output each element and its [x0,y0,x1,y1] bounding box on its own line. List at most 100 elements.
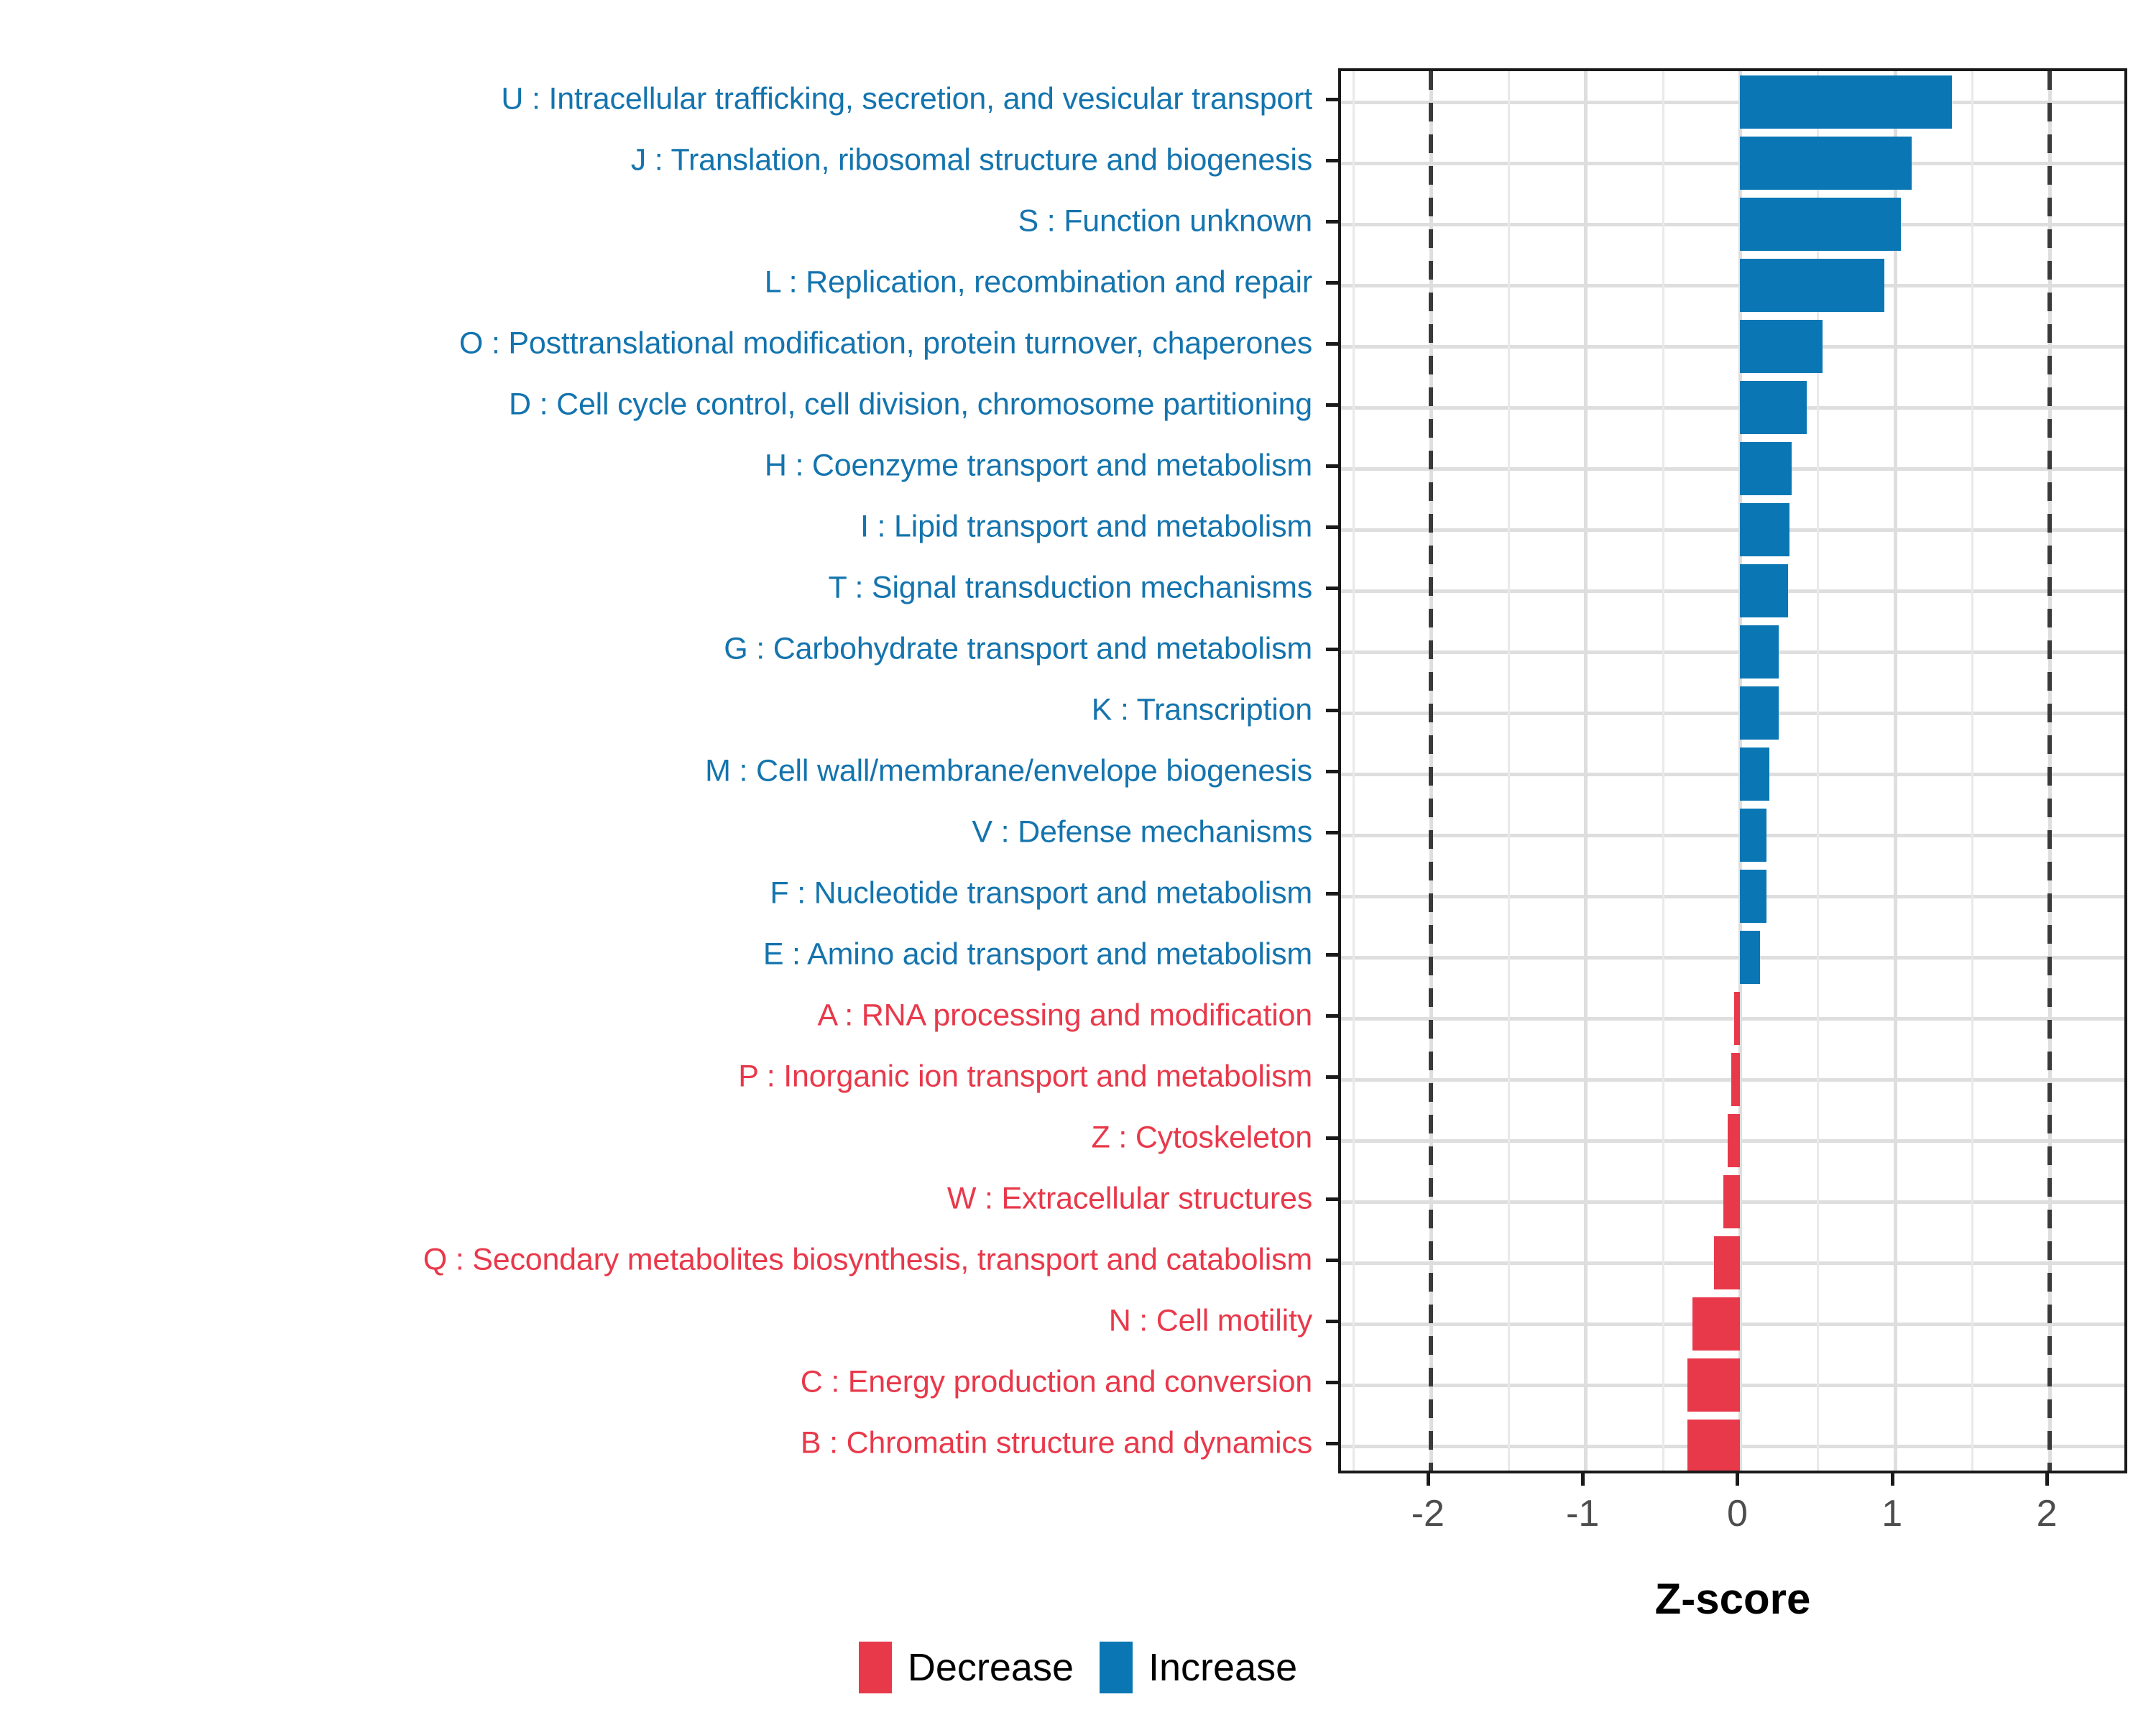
gridline-vertical-minor [1507,71,1510,1471]
gridline-horizontal [1341,466,2124,471]
y-axis-tick [1326,952,1338,957]
gridline-horizontal [1341,894,2124,898]
y-axis-label: P : Inorganic ion transport and metaboli… [738,1059,1312,1093]
legend-item-dec[interactable]: Decrease [858,1642,1074,1693]
x-axis-tick-label: -2 [1411,1493,1445,1535]
gridline-horizontal [1341,161,2124,165]
y-axis-label: H : Coenzyme transport and metabolism [764,448,1312,482]
x-axis-tick [1736,1473,1740,1486]
bar-increase [1740,319,1823,373]
gridline-horizontal [1341,344,2124,349]
y-axis-label: S : Function unknown [1018,203,1312,238]
bar-decrease [1733,991,1741,1045]
x-axis-tick [2045,1473,2050,1486]
x-axis-tick-label: 0 [1726,1493,1748,1535]
y-axis-tick [1326,219,1338,224]
y-axis-label: Q : Secondary metabolites biosynthesis, … [423,1242,1312,1276]
gridline-vertical-minor [1353,71,1355,1471]
y-axis-tick [1326,1197,1338,1201]
y-axis-tick [1326,830,1338,834]
y-axis-tick [1326,1441,1338,1445]
gridline-horizontal [1341,711,2124,715]
y-axis-tick [1326,280,1338,285]
gridline-horizontal [1341,1016,2124,1021]
y-axis-label: G : Carbohydrate transport and metabolis… [724,631,1312,666]
x-axis-title: Z-score [1654,1575,1811,1623]
y-axis-tick [1326,1319,1338,1323]
bar-decrease [1687,1358,1741,1412]
bar-increase [1740,686,1779,740]
x-axis-tick-label: 2 [2036,1493,2058,1535]
legend-item-inc[interactable]: Increase [1099,1642,1298,1693]
y-axis-category-labels: U : Intracellular trafficking, secretion… [0,68,1322,1473]
y-axis-label: E : Amino acid transport and metabolism [763,937,1312,971]
gridline-horizontal [1341,833,2124,837]
y-axis-tick [1326,708,1338,712]
y-axis-tick [1326,769,1338,773]
y-axis-label: W : Extracellular structures [946,1181,1312,1215]
y-axis-label: Z : Cytoskeleton [1091,1120,1313,1154]
y-axis-tick [1326,586,1338,590]
bar-decrease [1713,1236,1741,1289]
bar-increase [1740,564,1789,617]
bar-increase [1740,808,1767,862]
y-axis-tick [1326,402,1338,407]
x-axis-tick [1426,1473,1430,1486]
bar-increase [1740,136,1912,190]
legend: Decrease Increase [0,1635,2156,1700]
bar-decrease [1687,1419,1741,1471]
y-axis-label: U : Intracellular trafficking, secretion… [501,81,1312,116]
gridline-horizontal [1341,650,2124,654]
bar-increase [1740,502,1790,556]
gridline-horizontal [1341,222,2124,226]
y-axis-label: T : Signal transduction mechanisms [828,570,1312,604]
y-axis-tick [1326,525,1338,529]
y-axis-label: F : Nucleotide transport and metabolism [770,875,1312,910]
y-axis-label: M : Cell wall/membrane/envelope biogenes… [705,753,1312,788]
bar-increase [1740,75,1953,129]
x-axis-tick [1890,1473,1894,1486]
gridline-horizontal [1341,528,2124,532]
bar-decrease [1692,1297,1741,1351]
y-axis-label: K : Transcription [1091,692,1312,727]
threshold-dashed-line [2047,71,2053,1471]
y-axis-tick [1326,341,1338,346]
y-axis-label: N : Cell motility [1108,1303,1313,1338]
x-axis-tick-label: -1 [1566,1493,1600,1535]
gridline-vertical-minor [1971,71,1974,1471]
plot-area [1341,71,2124,1471]
y-axis-tick [1326,647,1338,651]
y-axis-label: D : Cell cycle control, cell division, c… [509,387,1312,421]
y-axis-tick [1326,1136,1338,1140]
y-axis-tick [1326,891,1338,896]
y-axis-label: J : Translation, ribosomal structure and… [630,142,1312,177]
legend-label-dec: Decrease [907,1646,1074,1689]
bar-decrease [1731,1052,1741,1106]
bar-increase [1740,380,1807,434]
gridline-horizontal [1341,405,2124,410]
legend-label-inc: Increase [1148,1646,1298,1689]
gridline-horizontal [1341,955,2124,960]
y-axis-tick [1326,1258,1338,1262]
bar-decrease [1723,1174,1741,1228]
gridline-vertical-major [1893,71,1897,1471]
gridline-vertical-minor [1662,71,1664,1471]
bar-increase [1740,197,1902,251]
y-axis-tick [1326,97,1338,101]
bar-increase [1740,625,1779,678]
y-axis-label: C : Energy production and conversion [800,1364,1312,1399]
y-axis-tick [1326,1380,1338,1384]
bar-increase [1740,258,1884,312]
x-axis-tick [1581,1473,1585,1486]
gridline-horizontal [1341,589,2124,593]
y-axis-label: I : Lipid transport and metabolism [860,509,1312,543]
gridline-horizontal [1341,283,2124,288]
y-axis-tick [1326,464,1338,468]
gridline-vertical-major [1584,71,1588,1471]
legend-swatch-dec [858,1642,892,1693]
y-axis-label: L : Replication, recombination and repai… [764,264,1312,299]
gridline-horizontal [1341,100,2124,104]
threshold-dashed-line [1428,71,1433,1471]
y-axis-tick [1326,1013,1338,1018]
gridline-vertical-minor [1817,71,1820,1471]
